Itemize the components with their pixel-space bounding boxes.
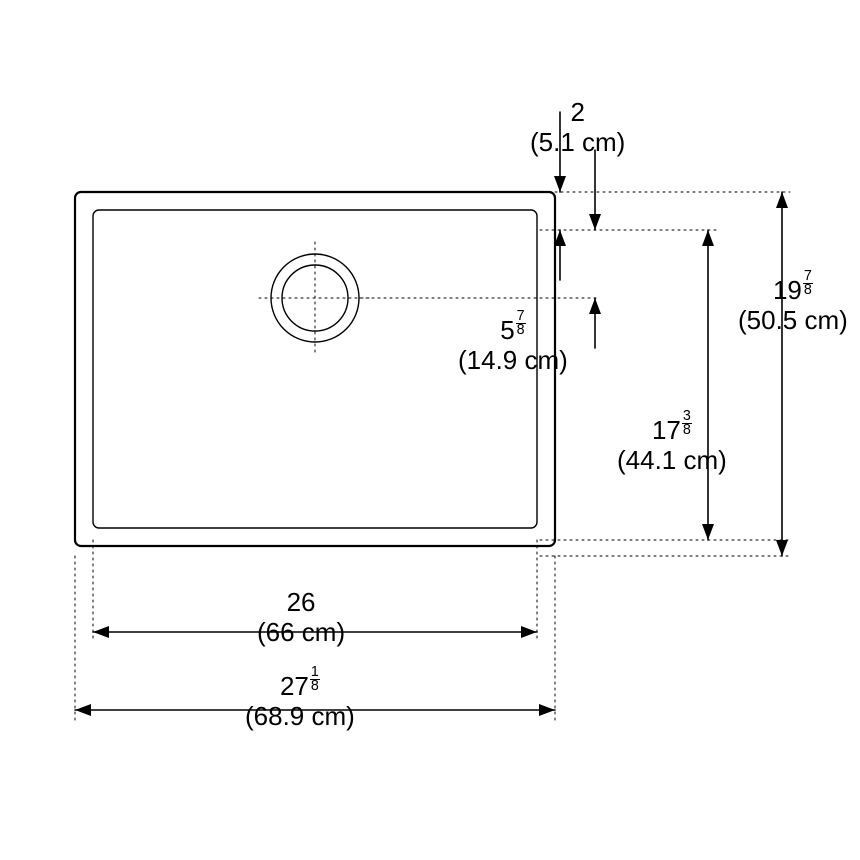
dim-inner-width: 26 (66 cm) — [257, 588, 345, 648]
dim-int: 27 — [280, 671, 309, 701]
dim-outer-width: 2718 (68.9 cm) — [245, 666, 355, 732]
dim-inner-height: 1738 (44.1 cm) — [617, 410, 727, 476]
dim-int: 2 — [570, 97, 584, 127]
dim-metric: (14.9 cm) — [458, 345, 568, 375]
dim-int: 19 — [773, 275, 802, 305]
dim-outer-height: 1978 (50.5 cm) — [738, 270, 848, 336]
dim-metric: (68.9 cm) — [245, 701, 355, 731]
dim-top-offset: 2 (5.1 cm) — [530, 98, 625, 158]
diagram-svg — [0, 0, 860, 860]
dim-metric: (50.5 cm) — [738, 305, 848, 335]
dim-int: 5 — [500, 315, 514, 345]
dim-int: 26 — [287, 587, 316, 617]
dim-metric: (5.1 cm) — [530, 127, 625, 157]
dim-drain-center: 578 (14.9 cm) — [458, 310, 568, 376]
dim-int: 17 — [652, 415, 681, 445]
diagram-stage: 2 (5.1 cm) 578 (14.9 cm) 1738 (44.1 cm) … — [0, 0, 860, 860]
dim-metric: (66 cm) — [257, 617, 345, 647]
dim-metric: (44.1 cm) — [617, 445, 727, 475]
